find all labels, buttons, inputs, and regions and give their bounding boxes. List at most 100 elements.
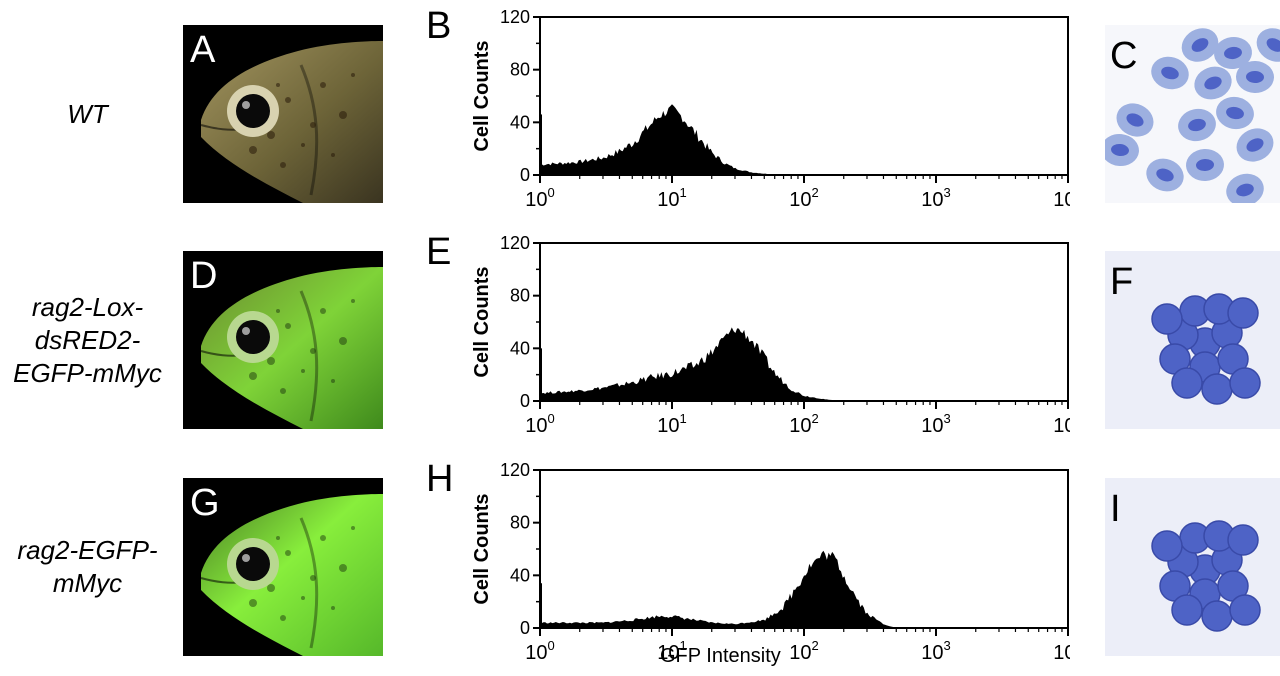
y-tick-label: 80 (510, 513, 530, 533)
fish-photo (183, 25, 383, 203)
x-tick-exponent: 1 (680, 411, 687, 426)
y-tick-label: 40 (510, 112, 530, 132)
skin-speckle (320, 535, 326, 541)
lymphoblast (1229, 367, 1261, 399)
histogram-svg: 04080120100101102103104Cell Counts (471, 460, 1083, 664)
cells-photo (1105, 25, 1280, 203)
y-axis-title: Cell Counts (471, 266, 493, 377)
skin-speckle (301, 143, 305, 147)
erythrocyte-nucleus (1204, 76, 1222, 90)
x-tick-label: 103 (921, 185, 950, 211)
y-axis-title: Cell Counts (471, 493, 493, 604)
lymphoblast (1201, 373, 1233, 405)
y-tick-label: 40 (510, 338, 530, 358)
x-tick-label: 101 (657, 411, 686, 437)
x-tick-label: 100 (525, 185, 554, 211)
genotype-label-line: EGFP-mMyc (13, 357, 162, 388)
cells-photo (1105, 251, 1280, 429)
x-tick-label: 101 (657, 185, 686, 211)
cells-photo (1105, 478, 1280, 656)
panel-letter: A (190, 29, 216, 71)
lymphoblast (1151, 530, 1183, 562)
skin-speckle (331, 606, 335, 610)
y-tick-label: 120 (500, 460, 530, 480)
y-tick-label: 0 (520, 165, 530, 185)
genotype-label-line: WT (67, 98, 108, 129)
gill-line (299, 290, 319, 422)
x-tick-exponent: 0 (548, 185, 555, 200)
histogram-svg: 04080120100101102103104Cell Counts (471, 233, 1083, 437)
genotype-label-line: dsRED2- (34, 324, 141, 355)
y-tick-label: 40 (510, 565, 530, 585)
skin-speckle (339, 564, 347, 572)
x-tick-exponent: 3 (944, 638, 951, 653)
histogram-area (540, 327, 1068, 401)
skin-speckle (320, 308, 326, 314)
eye-highlight (242, 327, 250, 335)
x-tick-label: 102 (789, 638, 818, 664)
erythrocyte-nucleus (1196, 158, 1214, 172)
skin-speckle (339, 111, 347, 119)
x-tick-exponent: 0 (548, 411, 555, 426)
skin-speckle (285, 550, 291, 556)
panel-letter: E (426, 231, 452, 273)
histogram-area (540, 104, 1068, 175)
x-tick-exponent: 0 (548, 638, 555, 653)
x-tick-exponent: 3 (944, 185, 951, 200)
fish-head (201, 41, 383, 203)
skin-speckle (320, 82, 326, 88)
erythrocyte-nucleus (1236, 183, 1254, 197)
skin-speckle (351, 73, 355, 77)
y-tick-label: 80 (510, 60, 530, 80)
panel-letter: H (426, 458, 454, 500)
skin-speckle (249, 372, 257, 380)
panel-letter: I (1110, 488, 1121, 530)
erythrocyte-nucleus (1226, 106, 1244, 120)
eye-pupil (236, 94, 270, 128)
fish-photo (183, 478, 383, 656)
y-tick-label: 80 (510, 286, 530, 306)
skin-speckle (280, 162, 286, 168)
cells-photo-svg (1105, 251, 1280, 429)
x-tick-label: 100 (525, 638, 554, 664)
y-tick-label: 120 (500, 233, 530, 253)
skin-speckle (331, 153, 335, 157)
cells-photo-svg (1105, 25, 1280, 203)
panel-letter: D (190, 255, 218, 297)
skin-speckle (276, 309, 280, 313)
skin-speckle (267, 131, 275, 139)
lymphoblast (1229, 594, 1261, 626)
genotype-label-line: rag2-EGFP- (17, 535, 158, 565)
skin-speckle (280, 388, 286, 394)
erythrocyte-nucleus (1111, 143, 1129, 157)
panel-letter: C (1110, 35, 1138, 77)
erythrocyte-nucleus (1156, 168, 1174, 182)
skin-speckle (351, 526, 355, 530)
erythrocyte-nucleus (1224, 46, 1242, 60)
x-tick-exponent: 2 (812, 185, 819, 200)
erythrocyte-nucleus (1246, 138, 1264, 152)
lymphoblast (1171, 367, 1203, 399)
skin-speckle (280, 615, 286, 621)
erythrocyte-nucleus (1126, 113, 1144, 127)
histogram-panel: 04080120100101102103104Cell Counts (440, 460, 1083, 670)
fish-photo-svg (200, 267, 383, 429)
histogram-panel: 04080120100101102103104Cell Counts (440, 7, 1083, 217)
skin-speckle (267, 357, 275, 365)
erythrocyte-nucleus (1246, 70, 1264, 84)
y-tick-label: 120 (500, 7, 530, 27)
skin-speckle (249, 599, 257, 607)
x-tick-exponent: 1 (680, 638, 687, 653)
erythrocyte-nucleus (1161, 66, 1179, 80)
skin-speckle (285, 97, 291, 103)
lymphoblast (1151, 303, 1183, 335)
lymphoblast (1227, 524, 1259, 556)
skin-speckle (351, 299, 355, 303)
y-tick-label: 0 (520, 618, 530, 638)
fish-head (201, 494, 383, 656)
lymphoblast (1201, 600, 1233, 632)
x-tick-label: 102 (789, 411, 818, 437)
x-tick-label: 101 (657, 638, 686, 664)
skin-speckle (310, 348, 316, 354)
